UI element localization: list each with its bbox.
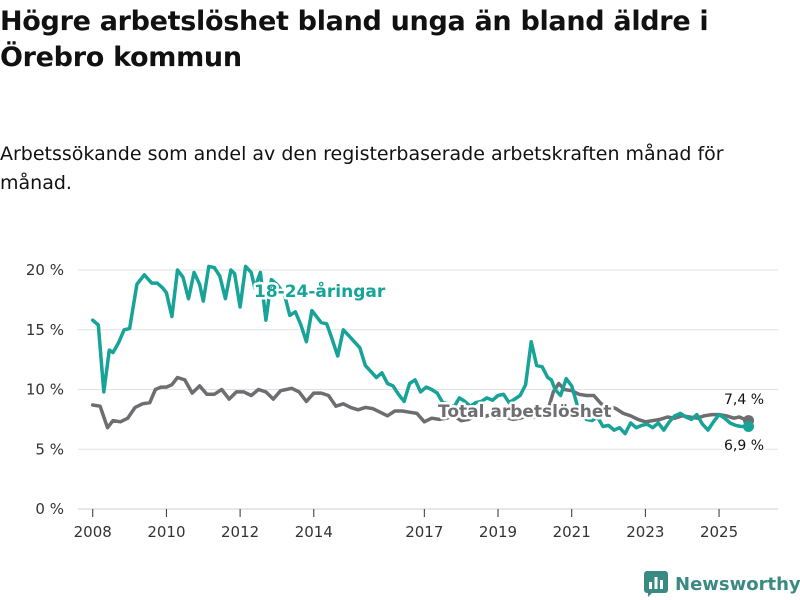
- label-layer: 18-24-åringar Total arbetslöshet 7,4 % 6,9 …: [252, 278, 767, 457]
- end-label-total: 7,4 %: [724, 392, 764, 408]
- y-tick-label: 5 %: [35, 440, 64, 458]
- series-label-total: Total arbetslöshet: [438, 402, 612, 422]
- x-tick-label: 2023: [626, 523, 664, 541]
- end-point-youth: [743, 421, 755, 433]
- x-tick-label: 2019: [479, 523, 517, 541]
- x-tick-label: 2014: [295, 523, 333, 541]
- series-line-total: [90, 375, 751, 430]
- chart-title: Högre arbetslöshet bland unga än bland ä…: [0, 6, 709, 73]
- y-tick-label: 10 %: [26, 381, 64, 399]
- x-tick-label: 2010: [147, 523, 185, 541]
- y-tick-label: 15 %: [26, 321, 64, 339]
- y-tick-label: 20 %: [26, 261, 64, 279]
- y-tick-label: 0 %: [35, 500, 64, 518]
- newsworthy-icon: [644, 571, 668, 597]
- x-tick-label: 2025: [700, 523, 738, 541]
- x-tick-label: 2017: [405, 523, 443, 541]
- series-label-youth: 18-24-åringar: [254, 280, 386, 302]
- brand-name: Newsworthy: [675, 573, 800, 595]
- x-tick-label: 2008: [74, 523, 112, 541]
- x-tick-label: 2012: [221, 523, 259, 541]
- series-layer: [90, 264, 755, 436]
- brand-logo[interactable]: Newsworthy: [644, 570, 800, 598]
- end-label-youth: 6,9 %: [724, 438, 764, 454]
- axis-layer: 0 % 5 % 10 % 15 % 20 % 2008 2010 2012 2014 2017 20…: [26, 261, 778, 541]
- series-line-youth: [90, 264, 751, 436]
- chart-subtitle: Arbetssökande som andel av den registerb…: [0, 143, 724, 194]
- x-tick-label: 2021: [553, 523, 591, 541]
